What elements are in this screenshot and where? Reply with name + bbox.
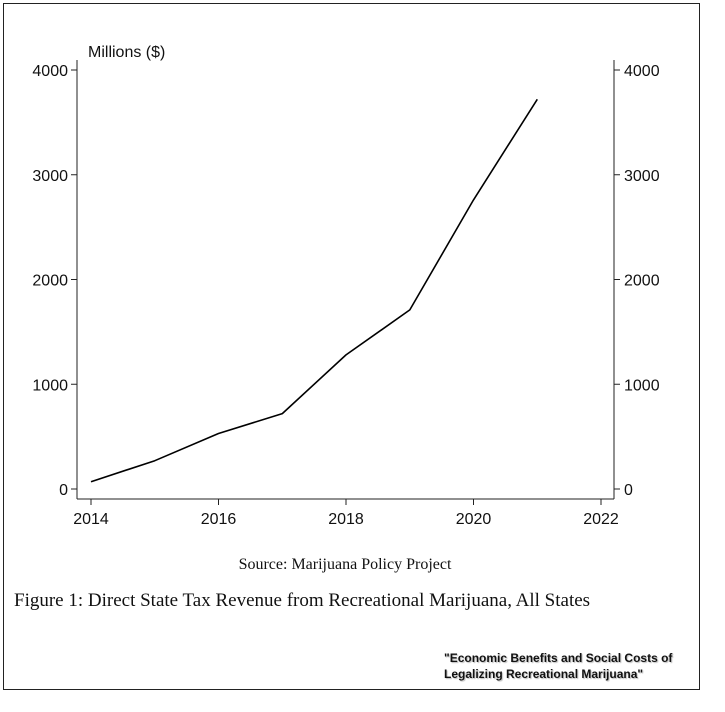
y-ticks-right: 0 1000 2000 3000 4000 (614, 63, 660, 499)
x-tick-label: 2020 (456, 511, 492, 528)
y-tick-label-left: 4000 (32, 63, 68, 80)
citation-note: "Economic Benefits and Social Costs of L… (444, 650, 694, 682)
x-tick-label: 2018 (328, 511, 364, 528)
citation-line-2: Legalizing Recreational Marijuana" (444, 667, 644, 681)
figure-caption: Figure 1: Direct State Tax Revenue from … (14, 590, 591, 611)
figure-frame (3, 3, 700, 690)
y-tick-label-right: 3000 (624, 168, 660, 185)
y-tick-label-right: 2000 (624, 273, 660, 290)
citation-line-1: "Economic Benefits and Social Costs of (444, 651, 673, 665)
x-tick-label: 2016 (201, 511, 237, 528)
series-line (90, 98, 538, 483)
y-ticks-left: 0 1000 2000 3000 4000 (32, 63, 77, 499)
source-note: Source: Marijuana Policy Project (238, 556, 452, 573)
series-group (90, 98, 538, 483)
x-tick-label: 2022 (583, 511, 619, 528)
y-tick-label-left: 1000 (32, 377, 68, 394)
y-tick-label-right: 1000 (624, 377, 660, 394)
x-ticks: 2014 2016 2018 2020 2022 (73, 499, 619, 528)
y-tick-label-right: 0 (624, 482, 633, 499)
y-tick-label-left: 2000 (32, 273, 68, 290)
x-tick-label: 2014 (73, 511, 109, 528)
y-axis-title: Millions ($) (88, 44, 165, 61)
y-tick-label-left: 0 (59, 482, 68, 499)
y-tick-label-left: 3000 (32, 168, 68, 185)
line-chart: Millions ($) 0 1000 2000 3000 4000 0 1000 2000… (32, 44, 660, 528)
y-tick-label-right: 4000 (624, 63, 660, 80)
